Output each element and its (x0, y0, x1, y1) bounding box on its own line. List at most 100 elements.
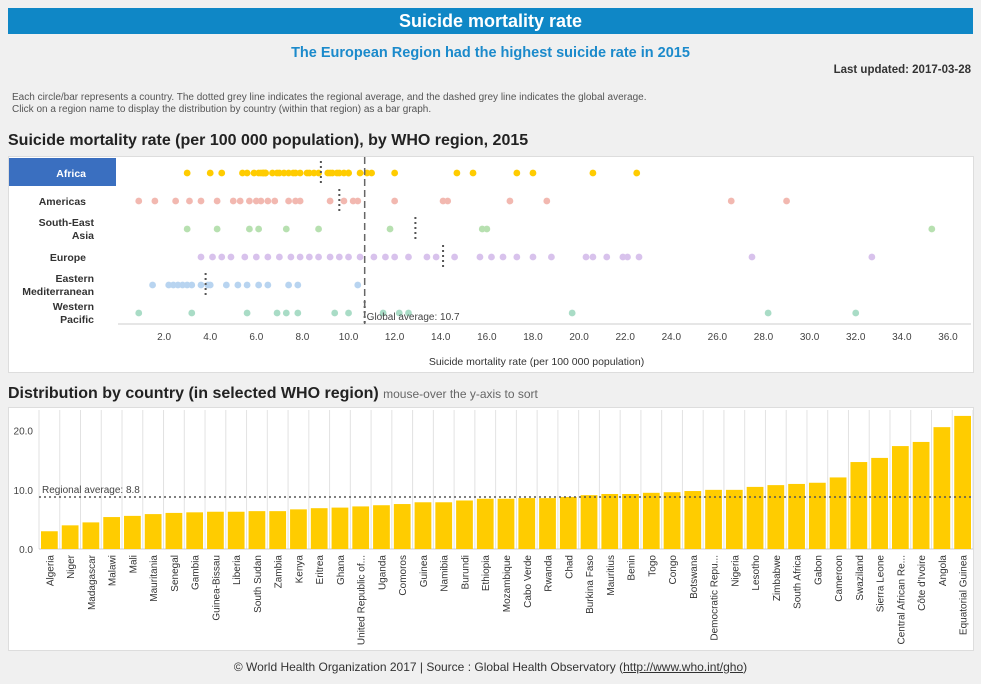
country-dot-western-pacific[interactable] (852, 309, 860, 317)
region-label-highlight[interactable] (9, 158, 116, 186)
country-bar-burundi[interactable] (456, 500, 473, 549)
country-dot-western-pacific[interactable] (188, 309, 196, 317)
country-dot-americas[interactable] (783, 197, 790, 205)
country-dot-americas[interactable] (543, 197, 551, 205)
country-bar-mozambique[interactable] (497, 498, 515, 549)
country-dot-europe[interactable] (748, 253, 756, 261)
country-dot-africa[interactable] (356, 169, 364, 177)
country-bar-mali[interactable] (124, 515, 141, 549)
country-dot-africa[interactable] (206, 169, 214, 177)
country-dot-south-east-asia[interactable] (483, 225, 491, 233)
country-dot-south-east-asia[interactable] (246, 225, 253, 233)
country-dot-americas[interactable] (285, 197, 292, 205)
country-dot-africa[interactable] (469, 169, 477, 177)
country-dot-europe[interactable] (432, 253, 440, 261)
country-dot-europe[interactable] (423, 253, 431, 261)
country-dot-americas[interactable] (135, 197, 143, 205)
country-dot-europe[interactable] (209, 253, 216, 261)
country-dot-europe[interactable] (624, 253, 631, 261)
country-dot-africa[interactable] (391, 169, 399, 177)
country-dot-eastern-mediterranean[interactable] (285, 281, 292, 289)
country-bar-mauritius[interactable] (601, 493, 619, 549)
country-dot-south-east-asia[interactable] (282, 225, 290, 233)
region-label-europe[interactable]: Europe (50, 252, 86, 264)
country-bar-liberia[interactable] (227, 511, 245, 549)
country-bar-ethiopia[interactable] (476, 498, 494, 549)
country-dot-western-pacific[interactable] (294, 309, 302, 317)
country-dot-americas[interactable] (506, 197, 514, 205)
country-dot-western-pacific[interactable] (273, 309, 281, 317)
country-dot-africa[interactable] (529, 169, 537, 177)
country-dot-europe[interactable] (218, 253, 226, 261)
country-dot-western-pacific[interactable] (282, 309, 290, 317)
country-dot-eastern-mediterranean[interactable] (206, 281, 214, 289)
country-dot-western-pacific[interactable] (405, 309, 412, 317)
country-dot-south-east-asia[interactable] (255, 225, 263, 233)
country-dot-western-pacific[interactable] (379, 309, 387, 317)
country-bar-swaziland[interactable] (850, 462, 868, 549)
country-dot-europe[interactable] (264, 253, 272, 261)
country-dot-africa[interactable] (513, 169, 521, 177)
y-tick-label[interactable]: 0.0 (19, 545, 33, 556)
country-dot-europe[interactable] (868, 253, 876, 261)
country-bar-united-republic-of[interactable] (352, 506, 370, 549)
country-dot-americas[interactable] (246, 197, 253, 205)
country-dot-europe[interactable] (296, 253, 304, 261)
country-dot-americas[interactable] (296, 197, 304, 205)
country-dot-eastern-mediterranean[interactable] (354, 281, 362, 289)
country-dot-europe[interactable] (603, 253, 611, 261)
country-bar-zimbabwe[interactable] (767, 485, 785, 549)
country-bar-namibia[interactable] (435, 502, 453, 549)
country-dot-western-pacific[interactable] (331, 309, 339, 317)
country-dot-europe[interactable] (241, 253, 249, 261)
country-dot-americas[interactable] (213, 197, 221, 205)
country-bar-guinea-bissau[interactable] (207, 511, 224, 549)
country-dot-europe[interactable] (513, 253, 521, 261)
country-bar-equatorial-guinea[interactable] (954, 415, 971, 549)
country-dot-eastern-mediterranean[interactable] (234, 281, 242, 289)
country-dot-eastern-mediterranean[interactable] (255, 281, 263, 289)
country-dot-europe[interactable] (326, 253, 334, 261)
country-dot-africa[interactable] (368, 169, 375, 177)
country-bar-congo[interactable] (663, 492, 681, 549)
country-bar-comoros[interactable] (393, 504, 411, 549)
country-dot-europe[interactable] (305, 253, 313, 261)
country-dot-south-east-asia[interactable] (928, 225, 936, 233)
country-dot-eastern-mediterranean[interactable] (222, 281, 230, 289)
country-bar-botswana[interactable] (684, 491, 702, 549)
country-dot-africa[interactable] (243, 169, 251, 177)
country-bar-cabo-verde[interactable] (518, 498, 536, 549)
country-dot-africa[interactable] (589, 169, 597, 177)
country-bar-senegal[interactable] (165, 512, 183, 549)
country-dot-south-east-asia[interactable] (315, 225, 322, 233)
country-bar-south-sudan[interactable] (248, 511, 266, 549)
region-label-eastern-mediterranean[interactable]: Eastern Mediterranean (22, 273, 94, 298)
country-bar-democratic-repu[interactable] (705, 489, 722, 549)
country-dot-europe[interactable] (529, 253, 537, 261)
country-dot-americas[interactable] (236, 197, 244, 205)
country-dot-western-pacific[interactable] (764, 309, 772, 317)
country-bar-gambia[interactable] (186, 512, 204, 549)
country-dot-europe[interactable] (391, 253, 399, 261)
country-dot-europe[interactable] (227, 253, 235, 261)
country-dot-americas[interactable] (271, 197, 279, 205)
country-dot-south-east-asia[interactable] (386, 225, 394, 233)
country-dot-africa[interactable] (345, 169, 352, 177)
region-label-africa[interactable]: Africa (56, 168, 86, 180)
country-dot-eastern-mediterranean[interactable] (188, 281, 196, 289)
country-dot-europe[interactable] (197, 253, 205, 261)
country-bar-togo[interactable] (642, 492, 660, 549)
country-dot-south-east-asia[interactable] (213, 225, 221, 233)
country-bar-lesotho[interactable] (746, 486, 764, 549)
country-dot-europe[interactable] (548, 253, 555, 261)
country-dot-americas[interactable] (354, 197, 362, 205)
country-dot-western-pacific[interactable] (568, 309, 576, 317)
country-dot-europe[interactable] (315, 253, 322, 261)
country-dot-europe[interactable] (356, 253, 364, 261)
country-dot-africa[interactable] (633, 169, 641, 177)
country-dot-europe[interactable] (335, 253, 343, 261)
country-dot-europe[interactable] (382, 253, 389, 261)
country-dot-americas[interactable] (340, 197, 348, 205)
country-bar-c-te-d-ivoire[interactable] (912, 441, 930, 549)
country-dot-eastern-mediterranean[interactable] (243, 281, 251, 289)
